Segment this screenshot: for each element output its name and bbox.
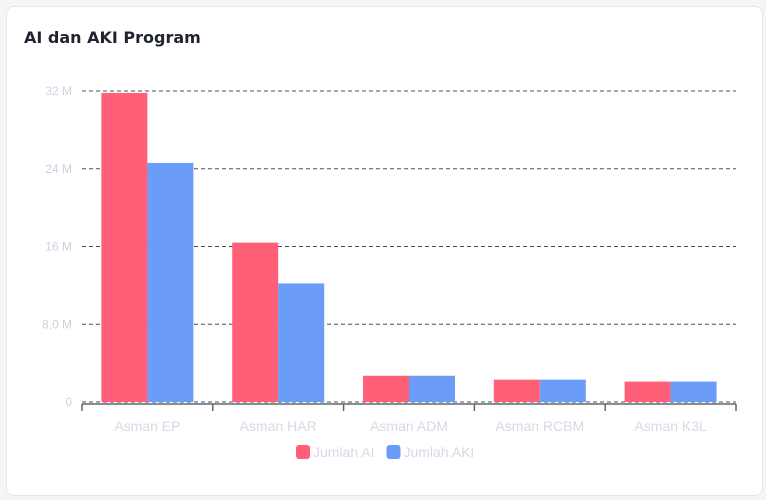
legend-label: Jumlah AKI xyxy=(403,444,474,460)
legend-label: Jumlah AI xyxy=(313,444,374,460)
x-tick-label: Asman RCBM xyxy=(495,418,584,434)
x-tick-label: Asman EP xyxy=(114,418,180,434)
bar-jumlah-ai xyxy=(363,375,409,402)
legend-swatch xyxy=(296,445,310,459)
bar-jumlah-aki xyxy=(147,162,194,402)
y-tick-label: 0 xyxy=(65,395,72,409)
bar-jumlah-aki xyxy=(670,381,717,402)
bar-jumlah-aki xyxy=(278,283,325,402)
bar-jumlah-ai xyxy=(624,381,671,402)
x-tick-label: Asman ADM xyxy=(370,418,448,434)
x-tick-label: Asman K3L xyxy=(634,418,707,434)
bar-jumlah-ai xyxy=(101,92,148,402)
bar-jumlah-aki xyxy=(409,375,455,402)
y-tick-label: 24 M xyxy=(45,162,72,176)
bar-jumlah-ai xyxy=(493,379,540,402)
chart-title: AI dan AKI Program xyxy=(24,28,201,47)
x-tick-label: Asman HAR xyxy=(240,418,317,434)
y-tick-label: 32 M xyxy=(45,84,72,98)
y-tick-label: 16 M xyxy=(45,240,72,254)
legend-swatch xyxy=(386,445,401,459)
y-tick-label: 8,0 M xyxy=(42,317,72,331)
bar-jumlah-aki xyxy=(539,379,586,402)
bar-jumlah-ai xyxy=(232,242,279,402)
